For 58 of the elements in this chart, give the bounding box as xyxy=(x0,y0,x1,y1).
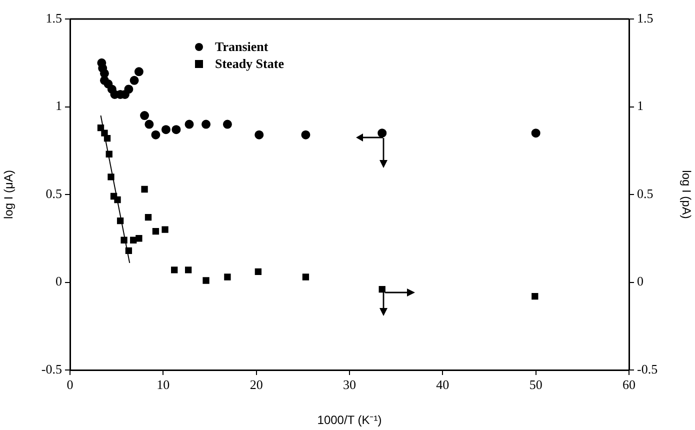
point xyxy=(140,111,150,120)
legend-label: Transient xyxy=(215,38,268,54)
point xyxy=(202,277,210,284)
y2-tick-label: -0.5 xyxy=(637,361,658,376)
point xyxy=(116,217,124,224)
point xyxy=(378,128,387,138)
point xyxy=(144,120,154,129)
point xyxy=(301,130,310,140)
x-axis-title: 1000/T (K⁻¹) xyxy=(317,413,382,428)
point xyxy=(141,186,148,193)
point xyxy=(104,135,111,142)
y2-axis-title: log I (pA) xyxy=(679,170,694,219)
point xyxy=(162,226,168,233)
legend-label: Steady State xyxy=(215,56,284,72)
y2-tick-label: 0.5 xyxy=(637,186,654,201)
point xyxy=(130,76,139,85)
x-tick-label: 20 xyxy=(250,377,263,392)
x-tick-label: 10 xyxy=(156,377,170,392)
point xyxy=(202,120,211,129)
y2-tick-label: 1 xyxy=(637,98,644,114)
point xyxy=(224,274,231,280)
point xyxy=(184,120,194,129)
point xyxy=(120,236,128,244)
y-tick-label: 0 xyxy=(56,274,62,289)
point xyxy=(531,128,540,138)
point xyxy=(152,228,160,235)
point xyxy=(254,268,262,276)
y-tick-label: 0.5 xyxy=(46,186,62,201)
point xyxy=(171,266,178,274)
point xyxy=(151,130,160,140)
point xyxy=(161,125,170,134)
x-tick-label: 0 xyxy=(66,377,74,392)
point xyxy=(532,292,538,300)
point xyxy=(144,214,152,221)
point xyxy=(222,120,232,129)
point xyxy=(125,247,132,254)
y-axis-title: log I (μA) xyxy=(2,170,16,219)
point xyxy=(184,266,192,274)
y2-tick-label: 1.5 xyxy=(637,10,654,26)
y-tick-label: -0.5 xyxy=(41,361,62,376)
point xyxy=(106,150,112,158)
y2-tick-label: 0 xyxy=(637,274,644,289)
point xyxy=(101,130,108,136)
point xyxy=(136,235,142,242)
y-tick-label: 1 xyxy=(56,98,62,114)
point xyxy=(254,130,264,140)
point xyxy=(134,67,144,76)
x-tick-label: 50 xyxy=(529,377,542,392)
point xyxy=(302,274,310,280)
x-tick-label: 40 xyxy=(436,377,450,392)
point xyxy=(108,174,114,180)
point xyxy=(114,196,121,204)
x-tick-label: 30 xyxy=(343,377,356,392)
point xyxy=(172,125,181,134)
point xyxy=(378,286,386,293)
point xyxy=(124,84,134,94)
x-tick-label: 60 xyxy=(622,377,636,392)
y-tick-label: 1.5 xyxy=(46,10,62,26)
